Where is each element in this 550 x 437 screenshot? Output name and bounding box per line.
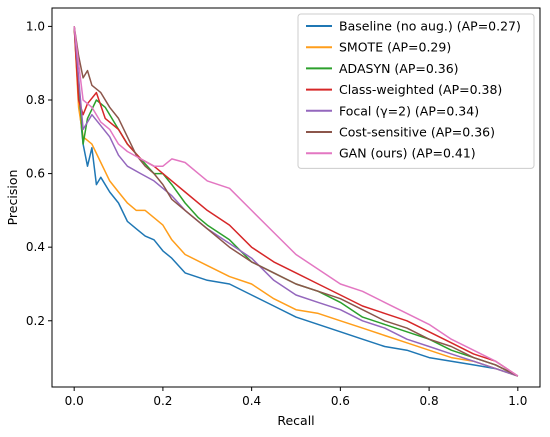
x-tick-label: 0.0 — [65, 394, 84, 408]
y-tick-label: 1.0 — [26, 19, 45, 33]
legend-label: Focal (γ=2) (AP=0.34) — [339, 103, 479, 118]
x-tick-label: 1.0 — [508, 394, 527, 408]
x-tick-label: 0.2 — [153, 394, 172, 408]
legend: Baseline (no aug.) (AP=0.27) SMOTE (AP=0.… — [297, 13, 535, 169]
legend-label: GAN (ours) (AP=0.41) — [339, 146, 476, 161]
plot-area-frame — [51, 7, 541, 388]
legend-box — [297, 13, 535, 169]
legend-label: Baseline (no aug.) (AP=0.27) — [339, 19, 521, 34]
x-tick-label: 0.6 — [331, 394, 350, 408]
y-tick-label: 0.6 — [26, 167, 45, 181]
x-tick-label: 0.8 — [420, 394, 439, 408]
series-line-4 — [73, 26, 519, 377]
legend-label: SMOTE (AP=0.29) — [339, 40, 451, 55]
y-tick-label: 0.2 — [26, 314, 45, 328]
y-axis-label: Precision — [5, 170, 20, 226]
series-line-3 — [73, 26, 519, 377]
legend-label: Cost-sensitive (AP=0.36) — [339, 125, 495, 140]
x-axis-label: Recall — [277, 413, 314, 428]
legend-label: ADASYN (AP=0.36) — [339, 61, 459, 76]
y-tick-label: 0.4 — [26, 240, 45, 254]
series-line-7 — [73, 26, 519, 377]
y-tick-label: 0.8 — [26, 93, 45, 107]
series-line-1 — [73, 26, 519, 377]
x-tick-label: 0.4 — [242, 394, 261, 408]
series-layer — [73, 26, 519, 377]
axis-ticks: 0.0 0.2 0.4 0.6 0.8 1.0 0.2 0.4 0.6 0.8 1.0 — [26, 19, 527, 408]
series-line-6 — [73, 26, 519, 377]
series-line-5 — [73, 26, 519, 377]
series-line-2 — [73, 26, 519, 377]
legend-label: Class-weighted (AP=0.38) — [339, 82, 502, 97]
